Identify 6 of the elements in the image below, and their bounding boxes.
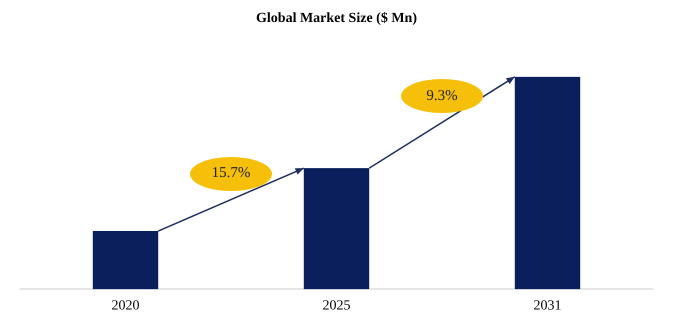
x-tick-label: 2025 [322,298,350,314]
oval-badge: 9.3% [401,79,483,114]
x-tick-label: 2020 [112,298,140,314]
x-tick-label: 2031 [534,298,562,314]
oval-badge: 15.7% [190,156,272,191]
chart-title: Global Market Size ($ Mn) [256,11,418,26]
